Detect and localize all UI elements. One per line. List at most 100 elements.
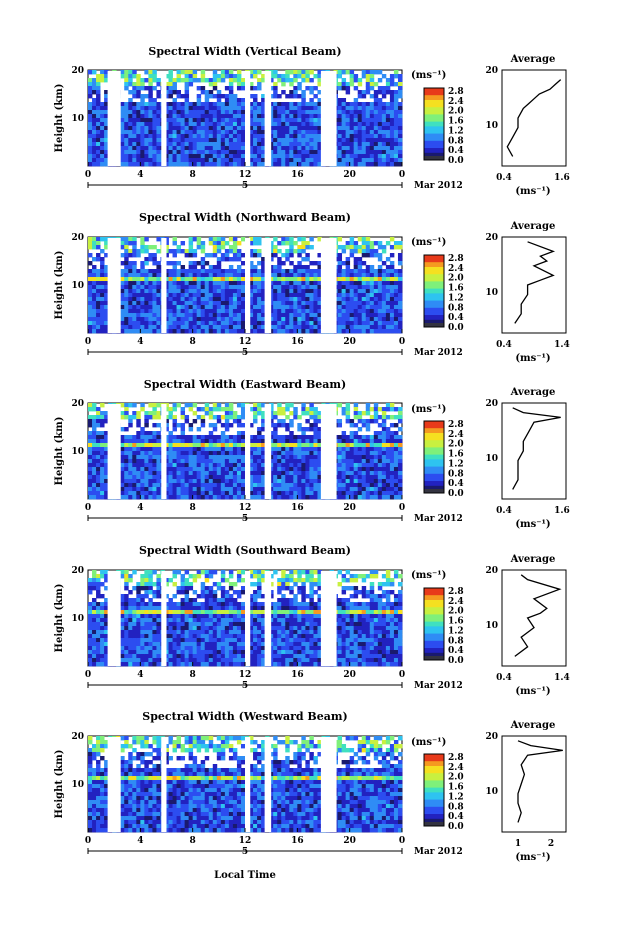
heatmap-cell [104, 154, 109, 159]
heatmap-cell [192, 455, 198, 460]
heatmap-cell [365, 301, 371, 306]
heatmap-cell [281, 285, 286, 290]
heatmap-cell [196, 313, 202, 318]
heatmap-cell [369, 106, 375, 111]
heatmap-cell [389, 150, 395, 155]
heatmap-cell [124, 325, 129, 330]
heatmap-cell [120, 459, 125, 464]
heatmap-cell [208, 479, 214, 484]
heatmap-cell [172, 483, 177, 488]
heatmap-cell [281, 297, 286, 302]
heatmap-cell [180, 269, 186, 274]
heatmap-cell [236, 403, 242, 408]
heatmap-cell [381, 289, 387, 294]
heatmap-cell [100, 138, 105, 143]
heatmap-cell [172, 281, 177, 286]
heatmap-cell [188, 126, 194, 131]
heatmap-cell [188, 78, 194, 83]
heatmap-cell [337, 459, 343, 464]
heatmap-cell [128, 443, 133, 448]
heatmap-cell [104, 162, 109, 167]
heatmap-cell [208, 297, 214, 302]
heatmap-cell [196, 281, 202, 286]
heatmap-cell [200, 154, 206, 159]
heatmap-cell [337, 269, 343, 274]
heatmap-cell [240, 150, 246, 155]
heatmap-cell [377, 309, 383, 314]
heatmap-cell [140, 317, 145, 322]
heatmap-cell [164, 439, 169, 444]
heatmap-cell [216, 118, 222, 123]
heatmap-cell [148, 467, 153, 472]
heatmap-cell [204, 261, 210, 266]
heatmap-cell [224, 130, 230, 135]
colorbar-tick-label: 2.0 [448, 107, 464, 117]
heatmap-cell [305, 479, 310, 484]
heatmap-cell [208, 411, 214, 416]
heatmap-cell [212, 122, 218, 127]
heatmap-cell [152, 114, 157, 119]
heatmap-cell [365, 158, 371, 163]
heatmap-cell [293, 273, 298, 278]
heatmap-cell [136, 273, 141, 278]
heatmap-cell [313, 427, 318, 432]
heatmap-cell [168, 483, 173, 488]
heatmap-cell [341, 431, 347, 436]
heatmap-cell [277, 297, 282, 302]
colorbar-swatch [424, 104, 444, 108]
heatmap-cell [132, 447, 137, 452]
heatmap-cell [92, 321, 97, 326]
heatmap-cell [152, 285, 157, 290]
colorbar-swatch [424, 88, 444, 91]
heatmap-cell [345, 285, 351, 290]
heatmap-cell [216, 146, 222, 151]
heatmap-cell [381, 245, 387, 250]
heatmap-cell [277, 435, 282, 440]
heatmap-cell [309, 106, 314, 111]
heatmap-cell [285, 130, 290, 135]
heatmap-cell [389, 447, 395, 452]
heatmap-cell [120, 455, 125, 460]
heatmap-cell [289, 321, 294, 326]
heatmap-cell [136, 162, 141, 167]
heatmap-cell [257, 325, 262, 330]
heatmap-cell [361, 102, 367, 107]
heatmap-cell [313, 150, 318, 155]
heatmap-cell [253, 439, 258, 444]
heatmap-cell [297, 162, 302, 167]
heatmap-cell [188, 134, 194, 139]
heatmap-cell [293, 78, 298, 83]
heatmap-cell [100, 273, 105, 278]
heatmap-cell [140, 459, 145, 464]
heatmap-cell [313, 126, 318, 131]
heatmap-cell [172, 249, 177, 254]
heatmap-cell [100, 74, 105, 79]
heatmap-cell [293, 74, 298, 79]
heatmap-cell [224, 142, 230, 147]
heatmap-cell [196, 142, 202, 147]
heatmap-cell [341, 305, 347, 310]
heatmap-cell [176, 90, 181, 95]
heatmap-cell [204, 110, 210, 115]
heatmap-cell [273, 102, 278, 107]
heatmap-cell [269, 257, 274, 262]
heatmap-cell [389, 293, 395, 298]
heatmap-cell [261, 403, 266, 408]
heatmap-cell [236, 325, 242, 330]
heatmap-cell [269, 321, 274, 326]
heatmap-cell [156, 277, 161, 282]
heatmap-cell [373, 463, 379, 468]
heatmap-cell [357, 317, 363, 322]
heatmap-cell [168, 130, 173, 135]
heatmap-cell [192, 138, 198, 143]
heatmap-cell [132, 313, 137, 318]
heatmap-cell [236, 273, 242, 278]
heatmap-cell [361, 419, 367, 424]
colorbar-tick-label: 1.6 [448, 284, 464, 294]
heatmap-cell [192, 475, 198, 480]
heatmap-cell [369, 249, 375, 254]
heatmap-cell [240, 475, 246, 480]
heatmap-cell [216, 122, 222, 127]
heatmap-cell [88, 154, 93, 159]
heatmap-cell [96, 415, 101, 420]
